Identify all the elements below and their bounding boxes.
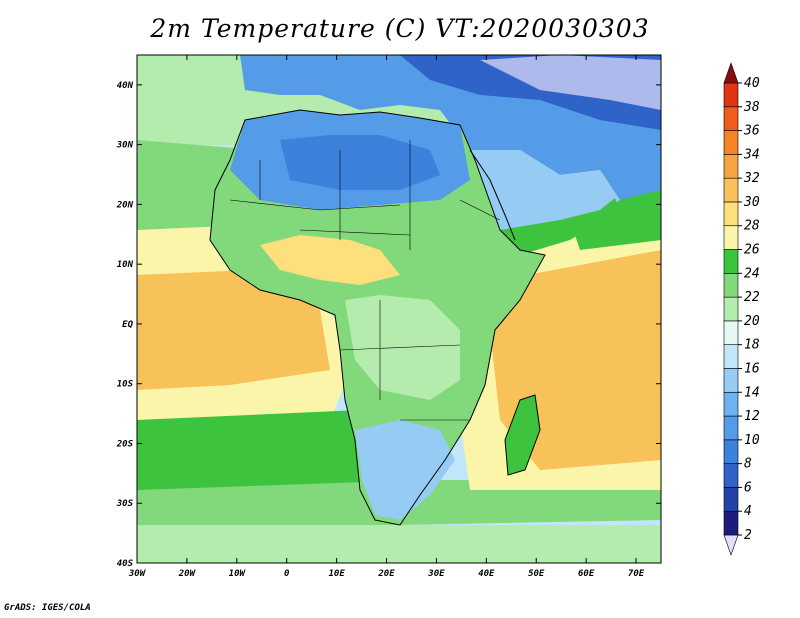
colorbar-label: 4 xyxy=(744,504,752,519)
lon-tick-label: 70E xyxy=(628,569,645,579)
colorbar-segment xyxy=(723,296,739,322)
colorbar-segment xyxy=(723,249,739,274)
colorbar-segment xyxy=(723,177,739,203)
colorbar-high-triangle xyxy=(723,62,739,84)
lon-tick-label: 30W xyxy=(128,569,147,579)
colorbar-segment xyxy=(723,82,739,108)
lat-tick-label: 40N xyxy=(117,81,134,91)
lat-tick-label: 30S xyxy=(116,499,134,509)
lat-tick-label: 40S xyxy=(117,559,134,569)
colorbar-low-triangle xyxy=(723,534,739,556)
colorbar-segment xyxy=(723,391,739,417)
ocean-band-south-atlantic-22 xyxy=(137,410,360,500)
colorbar-label: 32 xyxy=(743,171,760,186)
colorbar-label: 6 xyxy=(744,480,752,495)
colorbar-segment xyxy=(723,225,739,250)
colorbar-label: 40 xyxy=(744,76,760,91)
map-frame xyxy=(136,54,662,564)
colorbar-label: 2 xyxy=(744,528,752,543)
ocean-band-southern xyxy=(137,525,661,563)
map-title: 2m Temperature (C) VT:2020030303 xyxy=(150,14,650,43)
lon-tick-label: 60E xyxy=(578,569,595,579)
colorbar-label: 16 xyxy=(744,361,760,376)
land-arabia-coast xyxy=(500,198,620,255)
colorbar-label: 8 xyxy=(744,457,752,472)
country-borders xyxy=(229,140,501,421)
lat-tick-label: 20S xyxy=(116,439,134,449)
africa-coastline xyxy=(209,109,546,526)
colorbar-label: 30 xyxy=(743,195,760,210)
lat-tick-label: 20N xyxy=(116,200,134,210)
colorbar-segment xyxy=(723,320,739,345)
latitude-axis: 40N 30N 20N 10N EQ 10S 20S 30S 40S xyxy=(116,81,661,569)
lon-tick-label: 20W xyxy=(178,569,197,579)
colorbar-segment xyxy=(723,106,739,131)
colorbar-segment xyxy=(723,368,739,393)
land-madagascar xyxy=(505,395,540,475)
colorbar-segment xyxy=(723,344,739,369)
colorbar-label: 26 xyxy=(744,243,760,258)
colorbar-segment xyxy=(723,201,739,227)
colorbar-segment xyxy=(723,130,739,155)
colorbar-segment xyxy=(723,510,739,536)
lat-tick-label: 30N xyxy=(116,141,134,151)
lon-tick-label: 10E xyxy=(328,569,345,579)
colorbar-segment xyxy=(723,273,739,298)
land-southern-africa xyxy=(355,420,455,520)
land-sahel-warm xyxy=(260,235,400,285)
ocean-band-atlantic-warm xyxy=(137,270,330,390)
colorbar-segment xyxy=(723,154,739,179)
colorbar-segment xyxy=(723,463,739,488)
colorbar-segment xyxy=(723,415,739,441)
lon-tick-label: 0 xyxy=(284,569,290,579)
lat-tick-label: 10S xyxy=(117,380,134,390)
colorbar-label: 36 xyxy=(743,124,760,139)
lon-tick-label: 20E xyxy=(377,569,395,579)
colorbar-label: 12 xyxy=(744,409,760,424)
colorbar-label: 34 xyxy=(743,147,760,162)
colorbar-segment xyxy=(723,439,739,464)
lon-tick-label: 50E xyxy=(528,569,545,579)
colorbar-label: 14 xyxy=(744,385,760,400)
red-sea xyxy=(469,149,516,241)
colorbar-label: 20 xyxy=(744,314,760,329)
lon-tick-label: 40E xyxy=(478,569,495,579)
lat-tick-label: 10N xyxy=(117,260,134,270)
lat-tick-label: EQ xyxy=(122,320,133,330)
colorbar-label: 10 xyxy=(744,433,760,448)
colorbar-label: 18 xyxy=(744,338,760,353)
colorbar-label: 22 xyxy=(744,290,760,305)
colorbar-segment xyxy=(723,487,739,512)
longitude-axis: 30W 20W 10W 0 10E 20E 30E 40E 50E 60E 70E xyxy=(128,55,645,579)
lon-tick-label: 30E xyxy=(427,569,445,579)
map-panel xyxy=(137,55,661,563)
colorbar-label: 24 xyxy=(744,266,760,281)
grads-credit: GrADS: IGES/COLA xyxy=(4,603,91,613)
land-himalaya-cold xyxy=(480,55,661,110)
land-sahara-core xyxy=(280,135,440,190)
madagascar-coastline xyxy=(504,394,541,476)
colorbar-label: 38 xyxy=(743,100,760,115)
lon-tick-label: 10W xyxy=(229,569,247,579)
colorbar-label: 28 xyxy=(744,219,760,234)
